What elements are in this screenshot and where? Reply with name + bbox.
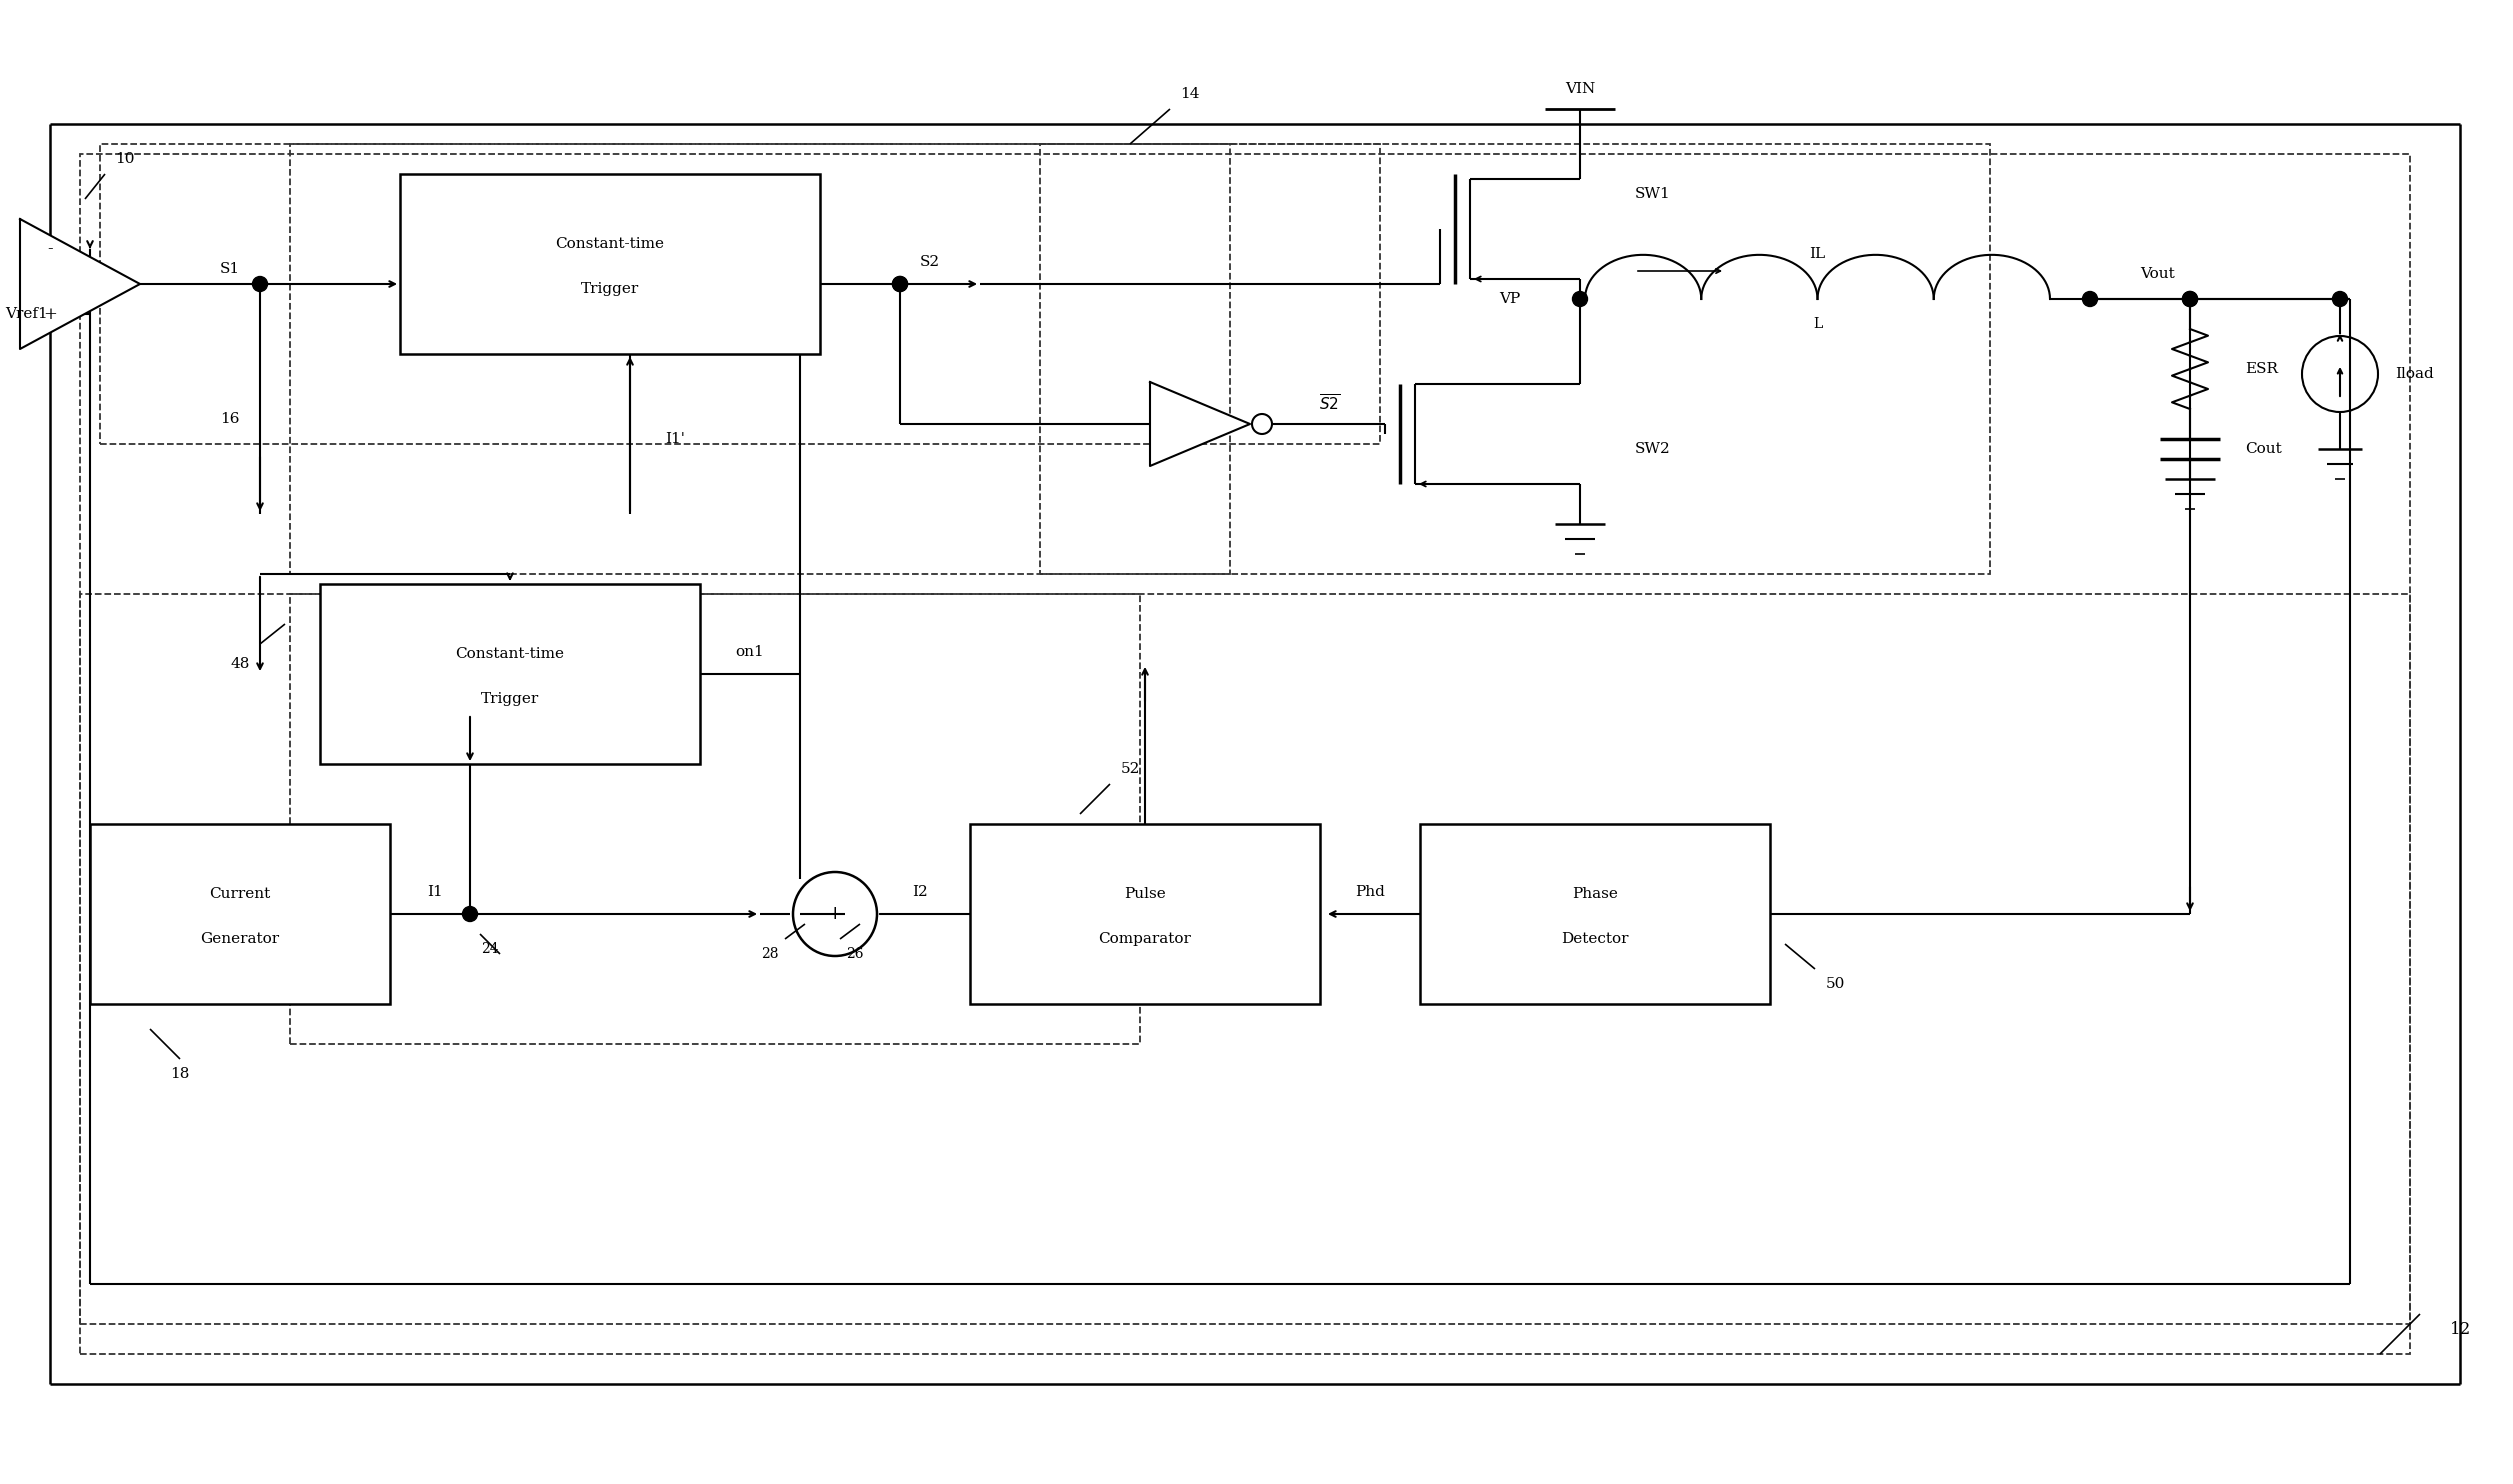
Bar (970, 824, 1319, 1005)
Text: I1': I1' (666, 432, 686, 447)
Polygon shape (1151, 381, 1249, 466)
Text: ESR: ESR (2244, 362, 2277, 375)
Text: 26: 26 (847, 947, 864, 962)
Text: SW1: SW1 (1636, 187, 1671, 200)
Text: 50: 50 (1824, 976, 1845, 991)
Text: Vref1: Vref1 (5, 307, 48, 321)
Text: Current: Current (209, 887, 271, 901)
Text: on1: on1 (736, 646, 764, 659)
Text: 24: 24 (480, 942, 498, 956)
Bar (1420, 824, 1769, 1005)
Text: 48: 48 (231, 657, 249, 671)
Bar (289, 594, 1141, 1045)
Circle shape (2181, 291, 2196, 307)
Text: 14: 14 (1181, 88, 1199, 101)
Circle shape (2181, 291, 2196, 307)
Text: Phd: Phd (1355, 884, 1385, 899)
Text: SW2: SW2 (1636, 442, 1671, 456)
Bar (90, 824, 390, 1005)
Text: 18: 18 (171, 1067, 188, 1080)
Text: 10: 10 (116, 151, 136, 166)
Bar (1040, 144, 1990, 574)
Bar (289, 144, 1229, 574)
Text: Pulse: Pulse (1123, 887, 1166, 901)
Bar (319, 585, 701, 764)
Bar (80, 594, 2410, 1324)
Text: Detector: Detector (1561, 932, 1628, 945)
Text: L: L (1812, 318, 1822, 331)
Text: Cout: Cout (2244, 442, 2282, 456)
Circle shape (892, 276, 907, 291)
Bar (400, 174, 819, 355)
Text: Constant-time: Constant-time (455, 647, 565, 660)
Text: I1: I1 (427, 884, 442, 899)
Text: Generator: Generator (201, 932, 279, 945)
Text: 52: 52 (1121, 761, 1141, 776)
Text: VIN: VIN (1566, 82, 1596, 96)
Text: 12: 12 (2450, 1321, 2470, 1337)
Text: I2: I2 (912, 884, 927, 899)
Text: S1: S1 (221, 263, 241, 276)
Text: 16: 16 (221, 413, 239, 426)
Polygon shape (20, 220, 141, 349)
Bar (101, 144, 1380, 444)
Text: Trigger: Trigger (581, 282, 638, 295)
Circle shape (2332, 291, 2347, 307)
Text: Trigger: Trigger (480, 692, 540, 706)
Text: +: + (43, 306, 58, 322)
Circle shape (2083, 291, 2098, 307)
Circle shape (462, 907, 477, 922)
Text: S2: S2 (920, 255, 940, 269)
Text: +: + (827, 905, 844, 923)
Text: Vout: Vout (2141, 267, 2174, 280)
Circle shape (892, 276, 907, 291)
Text: 28: 28 (761, 947, 779, 962)
Text: Iload: Iload (2395, 367, 2433, 381)
Circle shape (1573, 291, 1588, 307)
Text: -: - (48, 240, 53, 258)
Circle shape (251, 276, 266, 291)
Text: Comparator: Comparator (1098, 932, 1191, 945)
Text: VP: VP (1500, 292, 1520, 306)
Text: IL: IL (1809, 246, 1824, 261)
Text: $\overline{S2}$: $\overline{S2}$ (1319, 393, 1342, 414)
Text: Constant-time: Constant-time (555, 237, 663, 251)
Bar (80, 154, 2410, 1353)
Text: Phase: Phase (1573, 887, 1618, 901)
